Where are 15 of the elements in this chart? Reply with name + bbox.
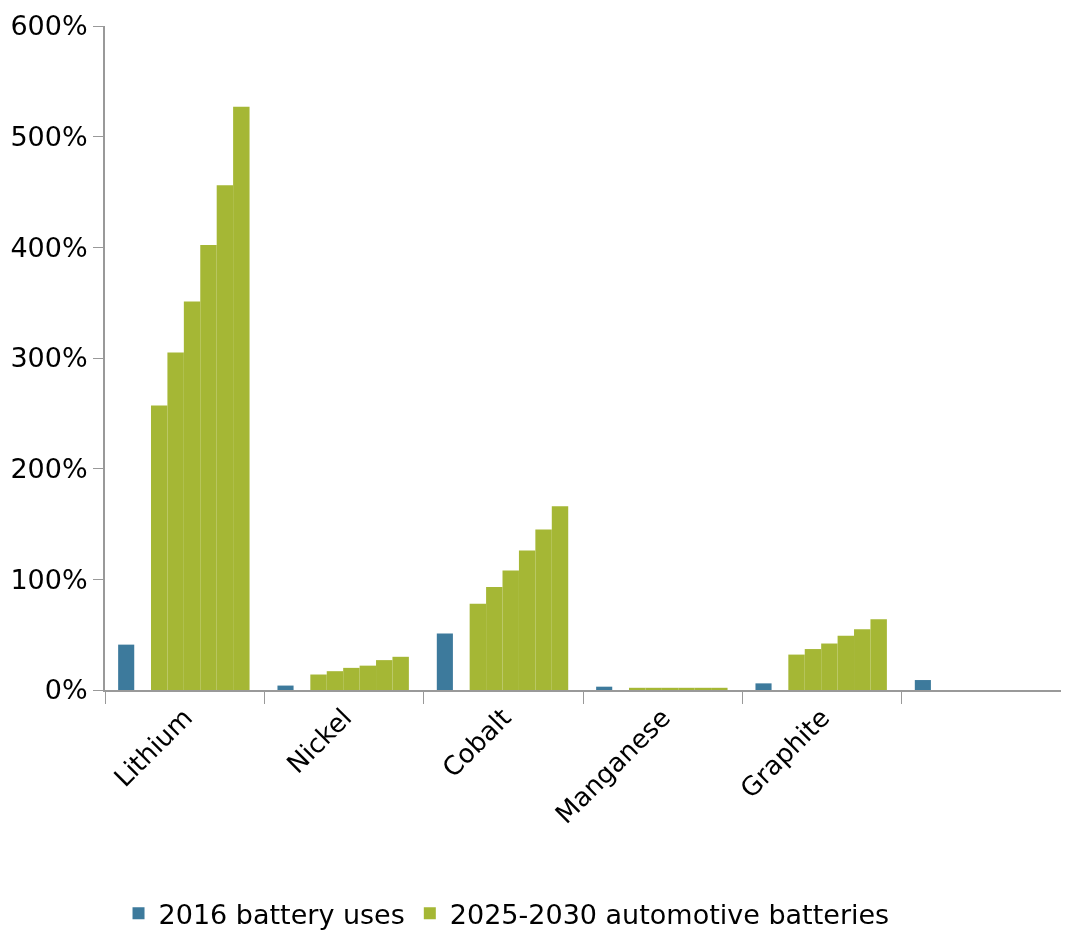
legend-label: 2016 battery uses xyxy=(158,898,405,930)
bar xyxy=(914,680,931,690)
legend-label: 2025-2030 automotive batteries xyxy=(449,898,890,930)
bar xyxy=(755,683,772,690)
y-tick-label: 0% xyxy=(44,674,88,706)
y-tick-label: 200% xyxy=(10,453,88,485)
y-tick-label: 400% xyxy=(10,231,88,263)
bar xyxy=(436,633,453,690)
y-tick-label: 500% xyxy=(10,121,88,153)
y-tick-label: 300% xyxy=(10,342,88,374)
bar xyxy=(118,644,135,690)
y-tick-label: 600% xyxy=(10,10,88,42)
y-tick-label: 100% xyxy=(10,563,88,595)
bar xyxy=(277,685,294,690)
bar xyxy=(596,686,613,690)
